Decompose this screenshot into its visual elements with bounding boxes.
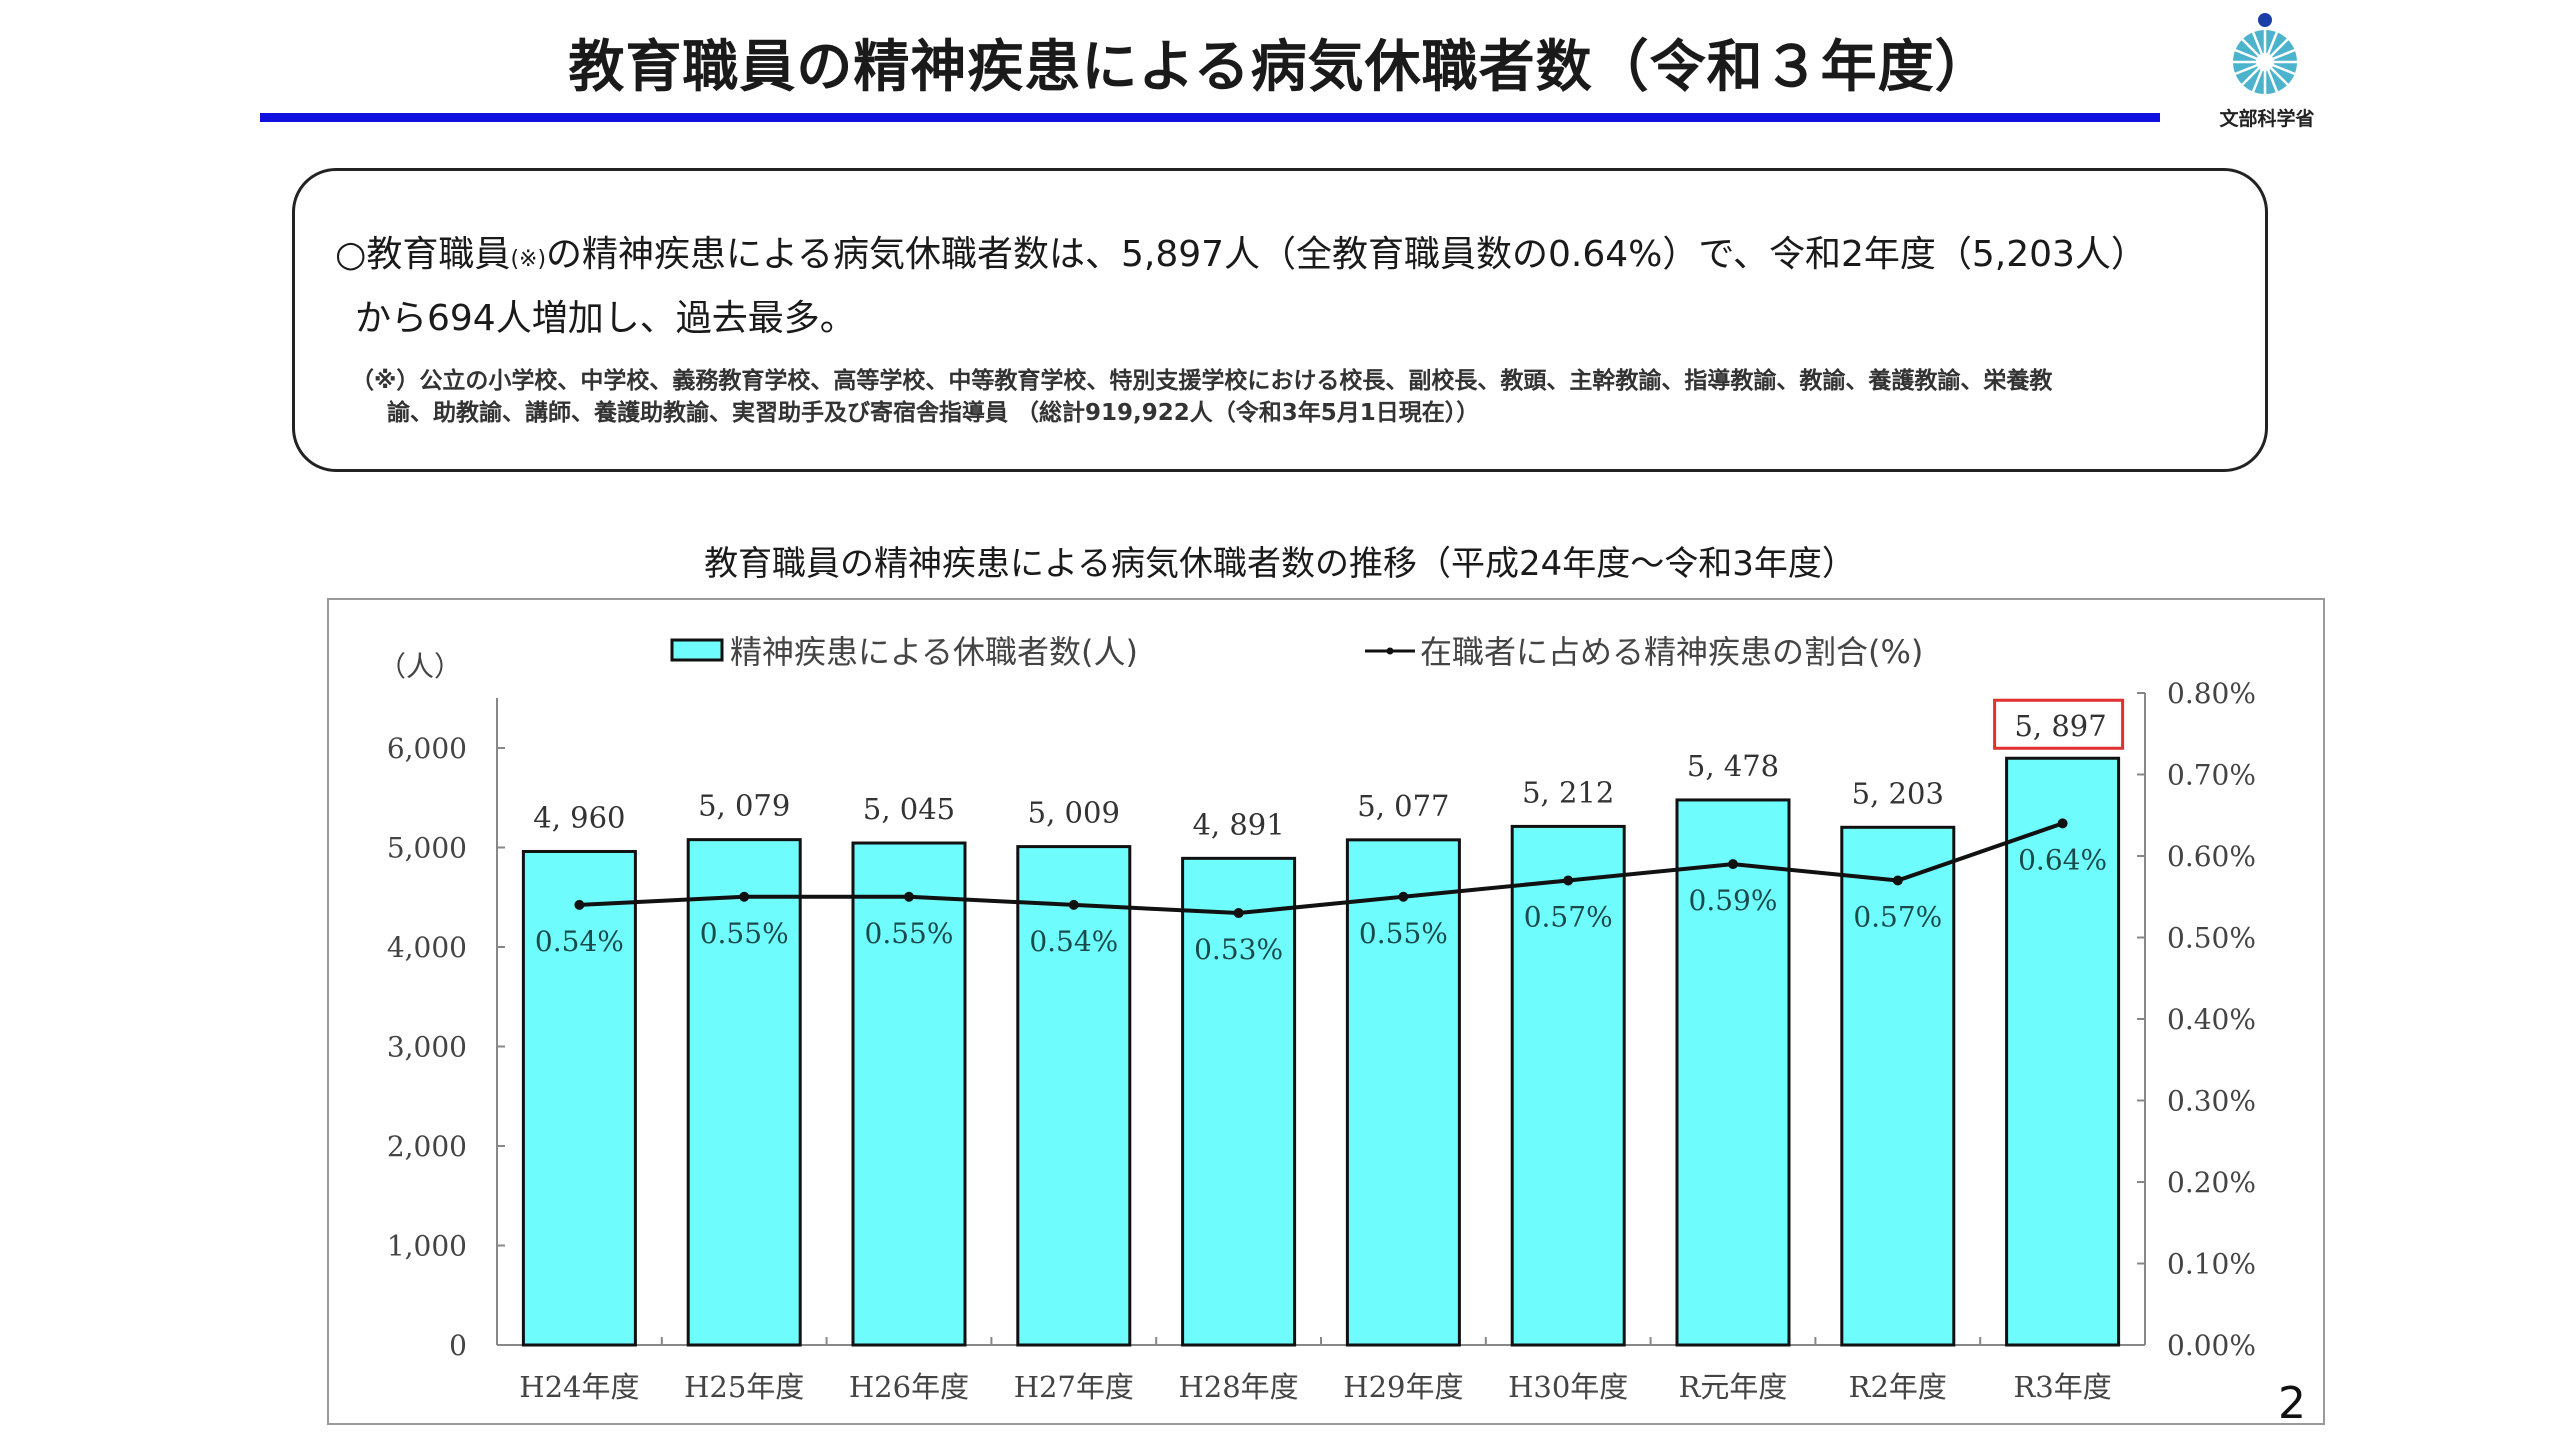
mext-logo-icon: [2233, 13, 2297, 94]
legend-line-label: 在職者に占める精神疾患の割合(%): [1420, 633, 1923, 671]
line-series-path: [579, 821, 2064, 916]
line-point: [1728, 859, 1738, 870]
bar: [2005, 756, 2121, 1347]
logo-text: 文部科学省: [2219, 108, 2315, 130]
x-tick-label: H28年度: [1178, 1370, 1298, 1404]
summary-line-1: ○教育職員(※)の精神疾患による病気休職者数は、5,897人（全教育職員数の0.…: [335, 225, 2147, 277]
line-point: [2057, 818, 2068, 829]
legend-bar-swatch: [670, 638, 724, 662]
legend-line-marker: [1386, 647, 1394, 655]
y-tick-label-left: 1,000: [387, 1230, 467, 1263]
summary-line-2: から694人増加し、過去最多。: [355, 298, 856, 339]
x-tick-label: R2年度: [1849, 1370, 1947, 1404]
y-tick-label-left: 5,000: [387, 832, 467, 865]
x-tick-label: H26年度: [849, 1370, 969, 1404]
y-axis-unit-label: （人）: [378, 650, 462, 683]
bar-data-label: 5, 212: [1522, 775, 1614, 809]
bar-data-label: 5, 009: [1028, 796, 1120, 830]
bar: [1016, 845, 1132, 1347]
legend-bar-label: 精神疾患による休職者数(人): [730, 633, 1138, 671]
footnote-line-1: （※）公立の小学校、中学校、義務教育学校、高等学校、中等教育学校、特別支援学校に…: [351, 368, 2053, 394]
legend: 精神疾患による休職者数(人) 在職者に占める精神疾患の割合(%): [670, 633, 1923, 671]
bar-data-label: 5, 897: [2014, 709, 2106, 743]
y-tick-label-right: 0.10%: [2167, 1248, 2256, 1281]
line-data-label: 0.54%: [1029, 925, 1118, 958]
bar-data-label: 4, 891: [1192, 807, 1284, 841]
x-tick-label: R元年度: [1679, 1370, 1788, 1404]
x-tick-label: H24年度: [519, 1370, 639, 1404]
y-tick-label-left: 3,000: [387, 1031, 467, 1064]
line-point: [904, 891, 914, 902]
bar: [521, 849, 637, 1347]
x-tick-label: H30年度: [1508, 1370, 1628, 1404]
line-point: [1892, 875, 1903, 886]
bar: [1345, 838, 1461, 1347]
line-data-label: 0.55%: [865, 917, 954, 950]
y-tick-label-left: 6,000: [387, 732, 467, 765]
y-tick-label-right: 0.80%: [2167, 677, 2256, 710]
bar-data-label: 5, 045: [863, 792, 955, 826]
summary-statement: の精神疾患による病気休職者数は、5,897人（全教育職員数の0.64%）で、令和…: [546, 234, 2147, 275]
footnote-line-2: 諭、助教諭、講師、養護助教諭、実習助手及び寄宿舎指導員 （総計919,922人（…: [387, 400, 1480, 426]
y-tick-label-left: 2,000: [387, 1130, 467, 1163]
x-tick-label: H25年度: [684, 1370, 804, 1404]
line-data-label: 0.57%: [1524, 900, 1613, 933]
x-tick-label: H27年度: [1014, 1370, 1134, 1404]
summary-subject: 教育職員: [366, 234, 511, 275]
bar-data-label: 5, 077: [1357, 789, 1449, 823]
y-tick-label-right: 0.70%: [2167, 759, 2256, 792]
page-number: 2: [2278, 1378, 2306, 1429]
line-point: [1398, 891, 1409, 902]
bar-data-label: 5, 478: [1687, 749, 1779, 783]
bar: [1840, 825, 1956, 1347]
line-data-label: 0.55%: [700, 917, 789, 950]
bar: [1675, 798, 1791, 1347]
line-point: [1068, 899, 1079, 910]
y-tick-label-right: 0.50%: [2167, 922, 2256, 955]
line-point: [739, 891, 750, 902]
y-tick-label-right: 0.30%: [2167, 1085, 2256, 1118]
footnote-mark: (※): [510, 247, 547, 272]
page-title: 教育職員の精神疾患による病気休職者数（令和３年度）: [568, 35, 1992, 100]
highlight-box: [1993, 698, 2125, 750]
bar-data-label: 5, 203: [1852, 776, 1944, 810]
bar: [686, 838, 802, 1347]
line-data-label: 0.54%: [535, 925, 624, 958]
bar: [851, 841, 967, 1347]
y-tick-label-right: 0.40%: [2167, 1003, 2256, 1036]
line-data-label: 0.59%: [1689, 884, 1778, 917]
y-tick-label-right: 0.60%: [2167, 840, 2256, 873]
x-tick-label: R3年度: [2013, 1370, 2111, 1404]
bar-data-label: 5, 079: [698, 789, 790, 823]
line-point: [574, 899, 585, 910]
line-data-label: 0.64%: [2018, 843, 2107, 876]
summary-box: ○教育職員(※)の精神疾患による病気休職者数は、5,897人（全教育職員数の0.…: [292, 168, 2268, 472]
x-tick-label: H29年度: [1343, 1370, 1463, 1404]
y-tick-label-left: 4,000: [387, 931, 467, 964]
y-tick-label-left: 0: [449, 1329, 467, 1362]
line-point: [1563, 875, 1574, 886]
bar: [1181, 856, 1297, 1347]
y-tick-label-right: 0.00%: [2167, 1329, 2256, 1362]
bullet: ○: [335, 234, 367, 275]
chart-frame: [327, 598, 2325, 1425]
title-underline: [260, 113, 2160, 122]
line-data-label: 0.55%: [1359, 917, 1448, 950]
line-data-label: 0.53%: [1194, 933, 1283, 966]
bar-data-label: 4, 960: [533, 800, 625, 834]
chart-title: 教育職員の精神疾患による病気休職者数の推移（平成24年度～令和3年度）: [704, 544, 1856, 584]
line-data-label: 0.57%: [1853, 900, 1942, 933]
line-point: [1233, 908, 1244, 919]
y-tick-label-right: 0.20%: [2167, 1166, 2256, 1199]
bar: [1510, 824, 1626, 1347]
